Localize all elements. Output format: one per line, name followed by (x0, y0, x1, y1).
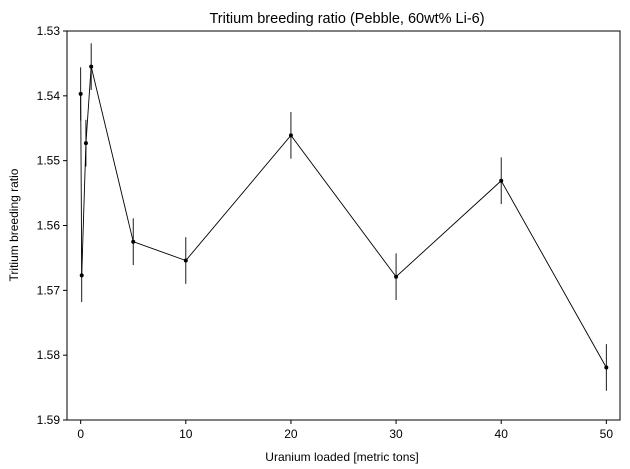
data-point (89, 64, 94, 69)
chart-title: Tritium breeding ratio (Pebble, 60wt% Li… (209, 11, 484, 27)
data-point (604, 365, 609, 370)
error-bars (80, 43, 607, 391)
series-line (80, 66, 607, 368)
axes: 0 10 20 30 40 50 1.53 1.54 1.55 1.56 1.57 1.58 1.59 (37, 24, 621, 441)
x-tick-label: 30 (389, 427, 403, 441)
data-point (83, 141, 88, 146)
x-tick-label: 20 (284, 427, 298, 441)
data-point (78, 91, 83, 96)
y-tick-label: 1.53 (37, 24, 61, 38)
y-tick-label: 1.59 (37, 413, 61, 427)
data-point (394, 274, 399, 279)
plot-frame (66, 30, 621, 421)
data-point (183, 258, 188, 263)
x-tick-label: 10 (179, 427, 193, 441)
data-point (79, 273, 84, 278)
series-group (78, 64, 609, 370)
x-tick-label: 0 (77, 427, 84, 441)
y-tick-label: 1.56 (37, 219, 61, 233)
data-point (499, 178, 504, 183)
y-tick-label: 1.58 (37, 348, 61, 362)
x-tick-label: 50 (600, 427, 614, 441)
y-tick-label: 1.55 (37, 154, 61, 168)
y-tick-label: 1.54 (37, 89, 61, 103)
x-axis-label: Uranium loaded [metric tons] (265, 450, 418, 464)
y-tick-label: 1.57 (37, 283, 61, 297)
y-axis-label: Tritium breeding ratio (7, 168, 21, 281)
data-point (288, 133, 293, 138)
x-tick-label: 40 (495, 427, 509, 441)
data-point (131, 239, 136, 244)
